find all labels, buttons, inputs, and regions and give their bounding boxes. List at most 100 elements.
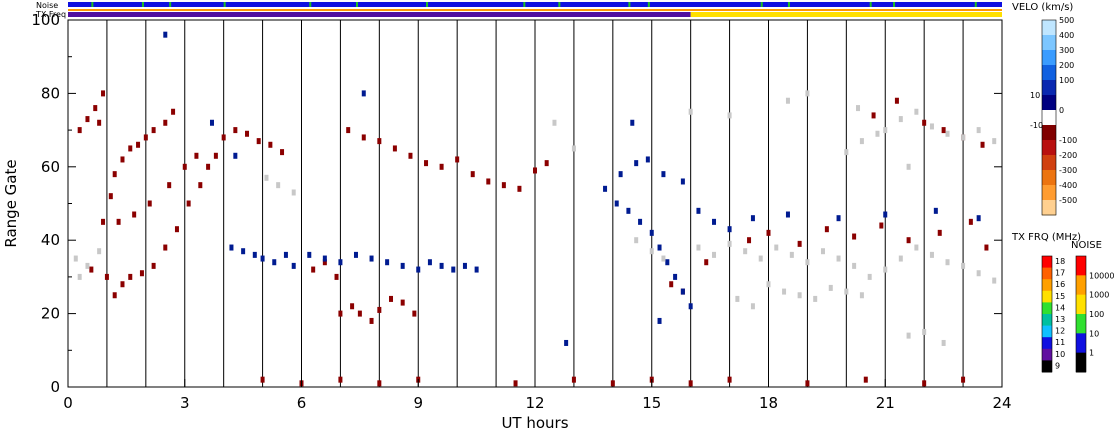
data-point-negative [350, 303, 355, 310]
frequency-tick-label: 12 [1055, 327, 1065, 336]
noise-status-tick [787, 2, 790, 7]
y-tick-label: 60 [41, 158, 60, 176]
data-point-negative [941, 127, 946, 134]
data-point-negative [171, 108, 176, 115]
data-point-ground-scatter [856, 105, 861, 112]
data-point-positive [638, 218, 643, 225]
data-point-ground-scatter [634, 237, 639, 244]
frequency-tick-label: 18 [1055, 257, 1065, 266]
velocity-tick-label: 100 [1059, 76, 1074, 85]
data-point-positive [750, 215, 755, 222]
data-point-negative [233, 127, 238, 134]
data-point-positive [649, 229, 654, 236]
noise-swatch [1076, 275, 1086, 296]
frequency-swatch [1042, 302, 1052, 315]
txfreq-bar-label: TX Freq [35, 10, 66, 19]
data-point-negative [797, 240, 802, 247]
noise-status-tick [355, 2, 358, 7]
frequency-swatch [1042, 325, 1052, 338]
data-point-negative [280, 149, 285, 156]
noise-swatch [1076, 256, 1086, 276]
y-axis-label: Range Gate [2, 159, 20, 247]
data-point-positive [229, 244, 234, 251]
x-tick-label: 12 [525, 394, 544, 412]
data-point-negative [369, 317, 374, 324]
velocity-tick-label: -500 [1059, 196, 1077, 205]
data-point-negative [408, 152, 413, 159]
data-point-ground-scatter [844, 288, 849, 295]
frequency-tick-label: 10 [1055, 350, 1065, 359]
velocity-tick-label: 0 [1059, 106, 1064, 115]
frequency-tick-label: 15 [1055, 292, 1065, 301]
data-point-negative [151, 127, 156, 134]
data-point-positive [618, 171, 623, 178]
data-point-positive [661, 171, 666, 178]
data-point-negative [361, 134, 366, 141]
data-point-negative [268, 141, 273, 148]
data-point-negative [486, 178, 491, 185]
data-point-positive [233, 152, 238, 159]
data-point-negative [727, 376, 732, 383]
data-point-negative [377, 306, 382, 313]
data-point-ground-scatter [276, 182, 281, 189]
data-point-ground-scatter [961, 134, 966, 141]
data-point-positive [400, 262, 405, 269]
data-point-ground-scatter [828, 284, 833, 291]
data-point-negative [136, 141, 141, 148]
data-point-negative [392, 145, 397, 152]
data-point-ground-scatter [929, 123, 934, 130]
noise-status-tick [309, 2, 312, 7]
data-point-negative [256, 138, 261, 145]
noise-colorbar-frame [1075, 255, 1087, 373]
data-point-positive [283, 251, 288, 258]
data-point-positive [665, 259, 670, 266]
data-point-ground-scatter [945, 130, 950, 137]
frequency-swatch [1042, 256, 1052, 269]
data-point-positive [272, 259, 277, 266]
data-point-negative [879, 222, 884, 229]
frequency-tick-label: 16 [1055, 280, 1065, 289]
data-point-negative [610, 380, 615, 387]
data-point-ground-scatter [696, 244, 701, 251]
data-point-ground-scatter [766, 281, 771, 288]
data-point-positive [680, 178, 685, 185]
noise-status-tick [91, 2, 94, 7]
noise-tick-label: 10000 [1089, 271, 1114, 280]
data-point-ground-scatter [922, 328, 927, 335]
data-point-positive [634, 160, 639, 167]
frequency-swatch [1042, 267, 1052, 280]
data-point-negative [101, 90, 106, 97]
data-point-ground-scatter [774, 244, 779, 251]
data-point-negative [346, 127, 351, 134]
data-point-positive [836, 215, 841, 222]
data-point-negative [116, 218, 121, 225]
data-point-negative [143, 134, 148, 141]
x-tick-label: 24 [992, 394, 1011, 412]
frequency-tick-label: 13 [1055, 315, 1065, 324]
data-point-negative [906, 237, 911, 244]
data-point-positive [427, 259, 432, 266]
velocity-swatch [1042, 50, 1056, 66]
velocity-swatch [1042, 200, 1056, 216]
y-tick-label: 0 [50, 378, 60, 396]
data-point-negative [704, 259, 709, 266]
noise-status-tick [523, 2, 526, 7]
data-point-negative [206, 163, 211, 170]
data-point-negative [108, 193, 113, 200]
velocity-swatch [1042, 140, 1056, 156]
x-tick-label: 18 [759, 394, 778, 412]
data-point-negative [571, 376, 576, 383]
data-point-negative [167, 182, 172, 189]
data-point-negative [338, 376, 343, 383]
data-point-negative [980, 141, 985, 148]
frequency-swatch [1042, 348, 1052, 361]
data-point-negative [747, 237, 752, 244]
data-point-positive [260, 255, 265, 262]
data-point-ground-scatter [906, 163, 911, 170]
data-point-negative [245, 130, 250, 137]
data-point-positive [883, 211, 888, 218]
data-point-ground-scatter [805, 90, 810, 97]
noise-swatch [1076, 314, 1086, 334]
velocity-swatch [1042, 170, 1056, 186]
